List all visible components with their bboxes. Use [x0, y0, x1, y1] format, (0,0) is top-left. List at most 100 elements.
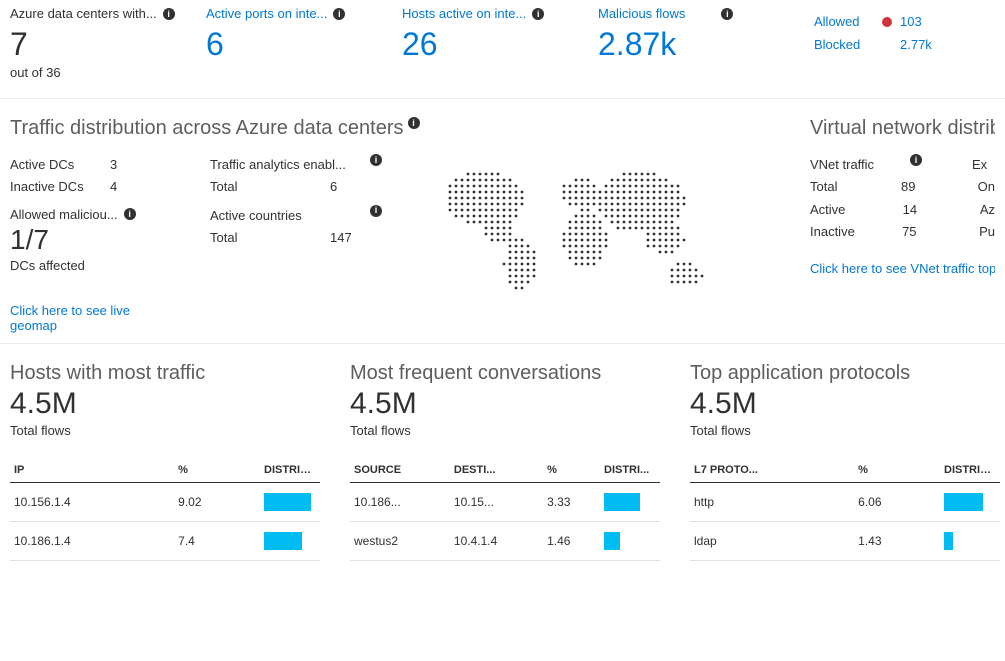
- info-icon[interactable]: i: [370, 205, 382, 217]
- col-distribution[interactable]: DISTRIBU...: [940, 458, 1000, 483]
- cell-pct: 1.43: [854, 521, 940, 560]
- stat-key: Inactive: [810, 221, 882, 243]
- metric-label-text: Active ports on inte...: [206, 6, 327, 21]
- flow-allowed-row[interactable]: Allowed 103: [814, 10, 995, 33]
- info-icon[interactable]: i: [163, 8, 175, 20]
- cell-ip: 10.186.1.4: [10, 521, 174, 560]
- table-sub: Total flows: [10, 423, 320, 438]
- world-map[interactable]: [430, 154, 730, 304]
- cell-pct: 9.02: [174, 482, 260, 521]
- col-dest[interactable]: DESTI...: [450, 458, 543, 483]
- metric-label-text: Hosts active on inte...: [402, 6, 526, 21]
- section-title-text: Virtual network distribu: [810, 117, 995, 140]
- metric-hosts-active[interactable]: Hosts active on inte... i 26: [402, 6, 590, 80]
- section-title-text: Traffic distribution across Azure data c…: [10, 117, 404, 140]
- cell-ip: 10.156.1.4: [10, 482, 174, 521]
- info-icon[interactable]: i: [408, 117, 420, 129]
- stat-inactive-dcs: Inactive DCs 4: [10, 176, 180, 198]
- table-title: Top application protocols: [690, 362, 1000, 385]
- section-title: Virtual network distribu: [810, 117, 995, 140]
- stat-extra: Az: [980, 199, 995, 221]
- geomap-link[interactable]: Click here to see live geomap: [10, 303, 180, 333]
- table-title: Hosts with most traffic: [10, 362, 320, 385]
- protocols-table-card: Top application protocols 4.5M Total flo…: [690, 362, 1000, 561]
- cell-pct: 7.4: [174, 521, 260, 560]
- hosts-table: IP % DISTRIBU... 10.156.1.49.0210.186.1.…: [10, 458, 320, 561]
- cell-src: 10.186...: [350, 482, 450, 521]
- cell-pct: 6.06: [854, 482, 940, 521]
- stat-key: Active: [810, 199, 883, 221]
- analytics-stats-col: Traffic analytics enabl... i Total 6 Act…: [210, 154, 400, 332]
- col-ip[interactable]: IP: [10, 458, 174, 483]
- traffic-distribution-panel: Traffic distribution across Azure data c…: [10, 117, 800, 332]
- vnet-topology-link[interactable]: Click here to see VNet traffic topol: [810, 261, 995, 276]
- table-row[interactable]: westus210.4.1.41.46: [350, 521, 660, 560]
- top-metrics-row: Azure data centers with... i 7 out of 36…: [0, 0, 1005, 99]
- flow-summary: Allowed 103 Blocked 2.77k: [794, 6, 995, 80]
- col-distribution[interactable]: DISTRIBU...: [260, 458, 320, 483]
- conversations-table-card: Most frequent conversations 4.5M Total f…: [350, 362, 660, 561]
- metric-value: 26: [402, 25, 580, 63]
- sub-metric-value: 1/7: [10, 224, 180, 256]
- col-pct[interactable]: %: [174, 458, 260, 483]
- flow-blocked-label: Blocked: [814, 33, 874, 56]
- col-pct[interactable]: %: [543, 458, 600, 483]
- metric-label: Active ports on inte... i: [206, 6, 384, 21]
- cell-pct: 1.46: [543, 521, 600, 560]
- info-icon[interactable]: i: [721, 8, 733, 20]
- sub-metric-foot: DCs affected: [10, 258, 180, 273]
- vnet-distribution-panel: Virtual network distribu VNet traffic i …: [810, 117, 995, 332]
- metric-label: Azure data centers with... i: [10, 6, 188, 21]
- stat-key: Active countries: [210, 205, 350, 227]
- stat-countries: Active countries i: [210, 205, 400, 227]
- metric-sub: out of 36: [10, 65, 188, 80]
- table-big-value: 4.5M: [690, 387, 1000, 421]
- vnet-row-active: Active 14 Az: [810, 199, 995, 221]
- dc-stats-col: Active DCs 3 Inactive DCs 4 Allowed mali…: [10, 154, 180, 332]
- stat-extra: Pu: [979, 221, 995, 243]
- flow-blocked-row[interactable]: Blocked 2.77k: [814, 33, 995, 56]
- sub-metric-label-text: Allowed maliciou...: [10, 207, 118, 222]
- metric-active-ports[interactable]: Active ports on inte... i 6: [206, 6, 394, 80]
- stat-extra: Ex: [972, 154, 987, 176]
- table-row[interactable]: 10.156.1.49.02: [10, 482, 320, 521]
- table-row[interactable]: http6.06: [690, 482, 1000, 521]
- stat-val: 4: [110, 176, 117, 198]
- stat-countries-total: Total 147: [210, 227, 400, 249]
- info-icon[interactable]: i: [370, 154, 382, 166]
- info-icon[interactable]: i: [124, 208, 136, 220]
- stat-analytics-total: Total 6: [210, 176, 400, 198]
- metric-azure-dcs[interactable]: Azure data centers with... i 7 out of 36: [10, 6, 198, 80]
- protocols-table: L7 PROTO... % DISTRIBU... http6.06ldap1.…: [690, 458, 1000, 561]
- table-row[interactable]: 10.186.1.47.4: [10, 521, 320, 560]
- table-big-value: 4.5M: [350, 387, 660, 421]
- col-source[interactable]: SOURCE: [350, 458, 450, 483]
- info-icon[interactable]: i: [333, 8, 345, 20]
- table-title: Most frequent conversations: [350, 362, 660, 385]
- mid-section: Traffic distribution across Azure data c…: [0, 99, 1005, 343]
- bottom-tables-row: Hosts with most traffic 4.5M Total flows…: [0, 344, 1005, 561]
- stat-val: 14: [903, 199, 930, 221]
- stat-extra: On: [978, 176, 995, 198]
- metric-value: 6: [206, 25, 384, 63]
- table-row[interactable]: 10.186...10.15...3.33: [350, 482, 660, 521]
- stat-val: 3: [110, 154, 117, 176]
- cell-dst: 10.4.1.4: [450, 521, 543, 560]
- vnet-row-inactive: Inactive 75 Pu: [810, 221, 995, 243]
- info-icon[interactable]: i: [532, 8, 544, 20]
- cell-pct: 3.33: [543, 482, 600, 521]
- metric-malicious-flows[interactable]: Malicious flows i 2.87k: [598, 6, 786, 80]
- table-sub: Total flows: [350, 423, 660, 438]
- stat-key: Traffic analytics enabl...: [210, 154, 350, 176]
- cell-proto: http: [690, 482, 854, 521]
- stat-key: Total: [210, 176, 310, 198]
- vnet-stats: VNet traffic i Ex Total 89 On Active 14 …: [810, 154, 995, 242]
- col-proto[interactable]: L7 PROTO...: [690, 458, 854, 483]
- stat-val: 6: [330, 176, 337, 198]
- flow-allowed-value: 103: [900, 10, 922, 33]
- info-icon[interactable]: i: [910, 154, 922, 166]
- stat-key: Total: [810, 176, 881, 198]
- col-pct[interactable]: %: [854, 458, 940, 483]
- col-distribution[interactable]: DISTRI...: [600, 458, 660, 483]
- table-row[interactable]: ldap1.43: [690, 521, 1000, 560]
